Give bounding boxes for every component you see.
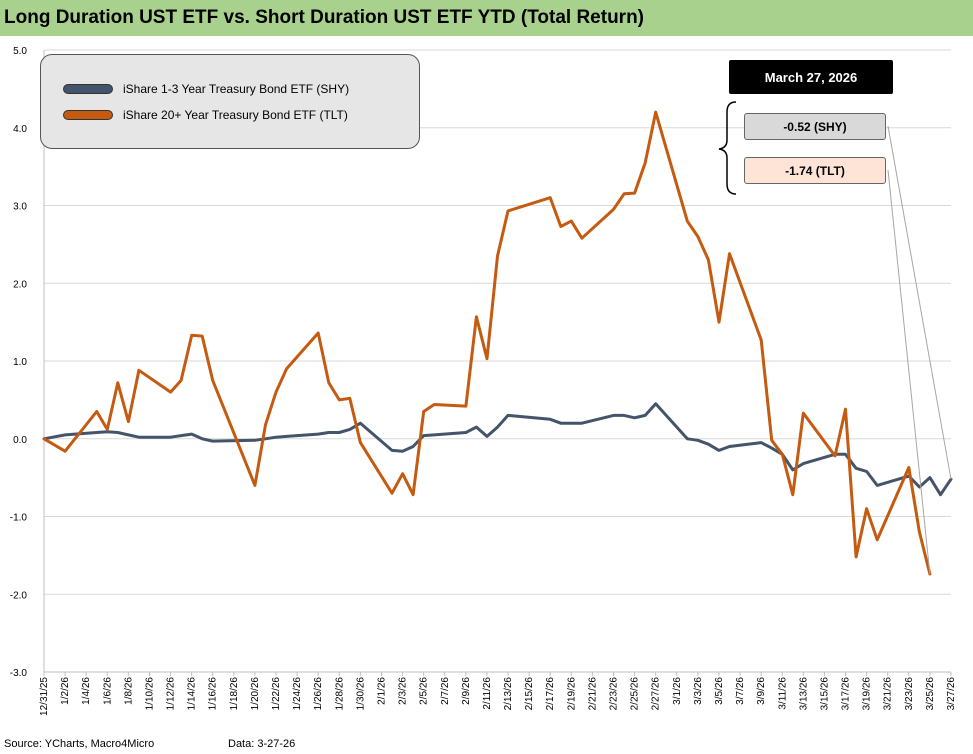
- x-tick-label: 1/18/26: [229, 677, 240, 711]
- chart-title: Long Duration UST ETF vs. Short Duration…: [4, 7, 644, 28]
- callout-shy-value: -0.52 (SHY): [744, 113, 886, 140]
- brace-shape: [718, 101, 737, 195]
- x-tick-label: 2/13/26: [503, 677, 514, 711]
- y-tick-label: 5.0: [13, 46, 27, 57]
- x-tick-label: 3/1/26: [672, 677, 683, 705]
- x-tick-label: 1/30/26: [355, 677, 366, 711]
- x-tick-label: 1/24/26: [292, 677, 303, 711]
- data-date-note: Data: 3-27-26: [228, 738, 296, 750]
- x-tick-label: 2/7/26: [440, 677, 451, 705]
- x-tick-label: 3/11/26: [777, 677, 788, 710]
- callout-date: March 27, 2026: [729, 60, 893, 94]
- x-tick-label: 3/27/26: [946, 677, 957, 711]
- x-tick-label: 2/23/26: [609, 677, 620, 711]
- x-tick-label: 2/5/26: [419, 677, 430, 705]
- legend-label-tlt: iShare 20+ Year Treasury Bond ETF (TLT): [123, 108, 348, 122]
- x-axis: 12/31/25 1/2/26 1/4/26 1/6/26 1/8/26 1/10/26 1…: [39, 672, 957, 716]
- legend: iShare 1-3 Year Treasury Bond ETF (SHY) …: [40, 54, 420, 149]
- y-tick-label: -1.0: [10, 513, 28, 524]
- leader-line-shy: [887, 125, 952, 480]
- x-tick-label: 1/2/26: [60, 677, 71, 705]
- x-tick-label: 3/3/26: [693, 677, 704, 705]
- legend-swatch-tlt: [63, 110, 113, 120]
- x-tick-label: 1/16/26: [208, 677, 219, 711]
- x-tick-label: 3/19/26: [862, 677, 873, 711]
- source-note: Source: YCharts, Macro4Micro: [4, 738, 155, 750]
- x-tick-label: 1/28/26: [334, 677, 345, 711]
- x-tick-label: 2/1/26: [376, 677, 387, 705]
- x-tick-label: 2/11/26: [482, 677, 493, 710]
- x-tick-label: 12/31/25: [39, 677, 50, 716]
- x-tick-label: 2/25/26: [630, 677, 641, 711]
- series-line-shy: [42, 402, 953, 497]
- y-tick-label: 1.0: [13, 357, 27, 368]
- footer: Source: YCharts, Macro4Micro Data: 3-27-…: [0, 734, 973, 754]
- y-tick-label: 3.0: [13, 202, 27, 213]
- x-tick-label: 1/12/26: [166, 677, 177, 711]
- x-tick-label: 3/21/26: [883, 677, 894, 711]
- x-tick-label: 1/4/26: [81, 677, 92, 705]
- x-tick-label: 1/22/26: [271, 677, 282, 711]
- x-tick-label: 3/7/26: [735, 677, 746, 705]
- x-tick-label: 1/8/26: [123, 677, 134, 705]
- callout-brace: [718, 101, 737, 195]
- x-tick-label: 2/17/26: [545, 677, 556, 711]
- x-tick-label: 2/27/26: [651, 677, 662, 711]
- x-tick-label: 3/25/26: [925, 677, 936, 711]
- x-tick-label: 2/3/26: [398, 677, 409, 705]
- legend-swatch-shy: [63, 84, 113, 94]
- y-tick-label: 0.0: [13, 435, 27, 446]
- x-tick-label: 2/19/26: [566, 677, 577, 711]
- series-line-tlt: [42, 110, 932, 576]
- x-tick-label: 1/6/26: [102, 677, 113, 705]
- callout-leader-lines: [887, 125, 952, 575]
- series-lines: [42, 110, 953, 576]
- x-tick-label: 3/15/26: [819, 677, 830, 711]
- x-tick-label: 1/14/26: [187, 677, 198, 711]
- title-bar: Long Duration UST ETF vs. Short Duration…: [0, 0, 973, 36]
- y-tick-label: 2.0: [13, 279, 27, 290]
- x-tick-label: 3/5/26: [714, 677, 725, 705]
- x-tick-label: 1/20/26: [250, 677, 261, 711]
- y-axis: 5.0 4.0 3.0 2.0 1.0 0.0 -1.0 -2.0 -3.0: [10, 46, 951, 679]
- x-tick-label: 2/15/26: [524, 677, 535, 711]
- y-tick-label: -3.0: [10, 668, 28, 679]
- x-tick-label: 3/13/26: [798, 677, 809, 711]
- x-tick-label: 3/9/26: [756, 677, 767, 705]
- line-chart: 5.04.03.02.01.00.0-1.0-2.0-3.0 12/31/25 1…: [10, 46, 957, 716]
- y-tick-label: 4.0: [13, 124, 27, 135]
- x-tick-label: 2/21/26: [587, 677, 598, 711]
- callout-tlt-value: -1.74 (TLT): [744, 157, 886, 184]
- x-tick-label: 3/23/26: [904, 677, 915, 711]
- x-tick-label: 1/10/26: [144, 677, 155, 711]
- leader-line-tlt: [887, 169, 931, 575]
- y-tick-label: -2.0: [10, 590, 28, 601]
- x-tick-label: 3/17/26: [841, 677, 852, 711]
- x-tick-label: 2/9/26: [461, 677, 472, 705]
- x-tick-label: 1/26/26: [313, 677, 324, 711]
- legend-label-shy: iShare 1-3 Year Treasury Bond ETF (SHY): [123, 82, 350, 96]
